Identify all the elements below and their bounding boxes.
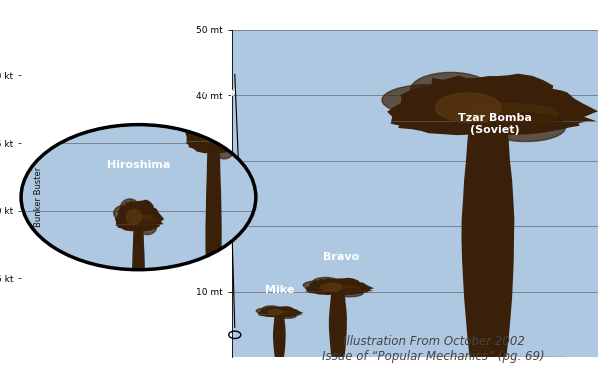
Ellipse shape bbox=[273, 311, 294, 315]
Ellipse shape bbox=[268, 310, 282, 315]
Ellipse shape bbox=[184, 109, 210, 136]
Polygon shape bbox=[306, 291, 370, 295]
Ellipse shape bbox=[435, 93, 501, 122]
Ellipse shape bbox=[329, 286, 361, 292]
Ellipse shape bbox=[382, 84, 475, 115]
Text: Illustration From October 2002
Issue of “Popular Mechanics” (pg. 69): Illustration From October 2002 Issue of … bbox=[322, 335, 545, 363]
Polygon shape bbox=[54, 322, 72, 323]
Ellipse shape bbox=[192, 99, 214, 129]
Polygon shape bbox=[54, 317, 73, 346]
Polygon shape bbox=[387, 74, 598, 357]
Ellipse shape bbox=[126, 209, 141, 225]
Ellipse shape bbox=[459, 103, 558, 124]
Ellipse shape bbox=[199, 116, 217, 142]
Ellipse shape bbox=[303, 281, 334, 289]
Text: Bunker Buster: Bunker Buster bbox=[34, 167, 43, 227]
Polygon shape bbox=[305, 278, 374, 357]
Text: Tzar Bomba
(Soviet): Tzar Bomba (Soviet) bbox=[458, 113, 532, 135]
Ellipse shape bbox=[114, 205, 135, 221]
Text: Bravo: Bravo bbox=[323, 252, 360, 262]
Ellipse shape bbox=[262, 306, 280, 312]
Ellipse shape bbox=[56, 317, 64, 320]
Ellipse shape bbox=[120, 199, 139, 217]
Polygon shape bbox=[186, 141, 241, 154]
Ellipse shape bbox=[132, 215, 155, 225]
Polygon shape bbox=[116, 224, 161, 231]
Polygon shape bbox=[185, 100, 244, 346]
Ellipse shape bbox=[279, 313, 296, 318]
Ellipse shape bbox=[58, 319, 64, 322]
Ellipse shape bbox=[54, 318, 62, 321]
Ellipse shape bbox=[486, 113, 565, 141]
Text: Mike: Mike bbox=[265, 285, 294, 295]
Polygon shape bbox=[391, 121, 586, 135]
Ellipse shape bbox=[206, 126, 233, 144]
Ellipse shape bbox=[256, 308, 276, 314]
Ellipse shape bbox=[213, 134, 235, 159]
Ellipse shape bbox=[312, 278, 339, 287]
Ellipse shape bbox=[138, 220, 157, 235]
Text: Trinity: Trinity bbox=[198, 86, 238, 96]
Ellipse shape bbox=[61, 320, 70, 322]
Ellipse shape bbox=[63, 321, 70, 324]
Polygon shape bbox=[257, 306, 303, 357]
Ellipse shape bbox=[411, 73, 491, 107]
Text: Hiroshima: Hiroshima bbox=[107, 160, 170, 170]
Ellipse shape bbox=[321, 283, 342, 291]
Polygon shape bbox=[258, 315, 301, 317]
Polygon shape bbox=[115, 199, 164, 346]
Ellipse shape bbox=[337, 289, 363, 297]
